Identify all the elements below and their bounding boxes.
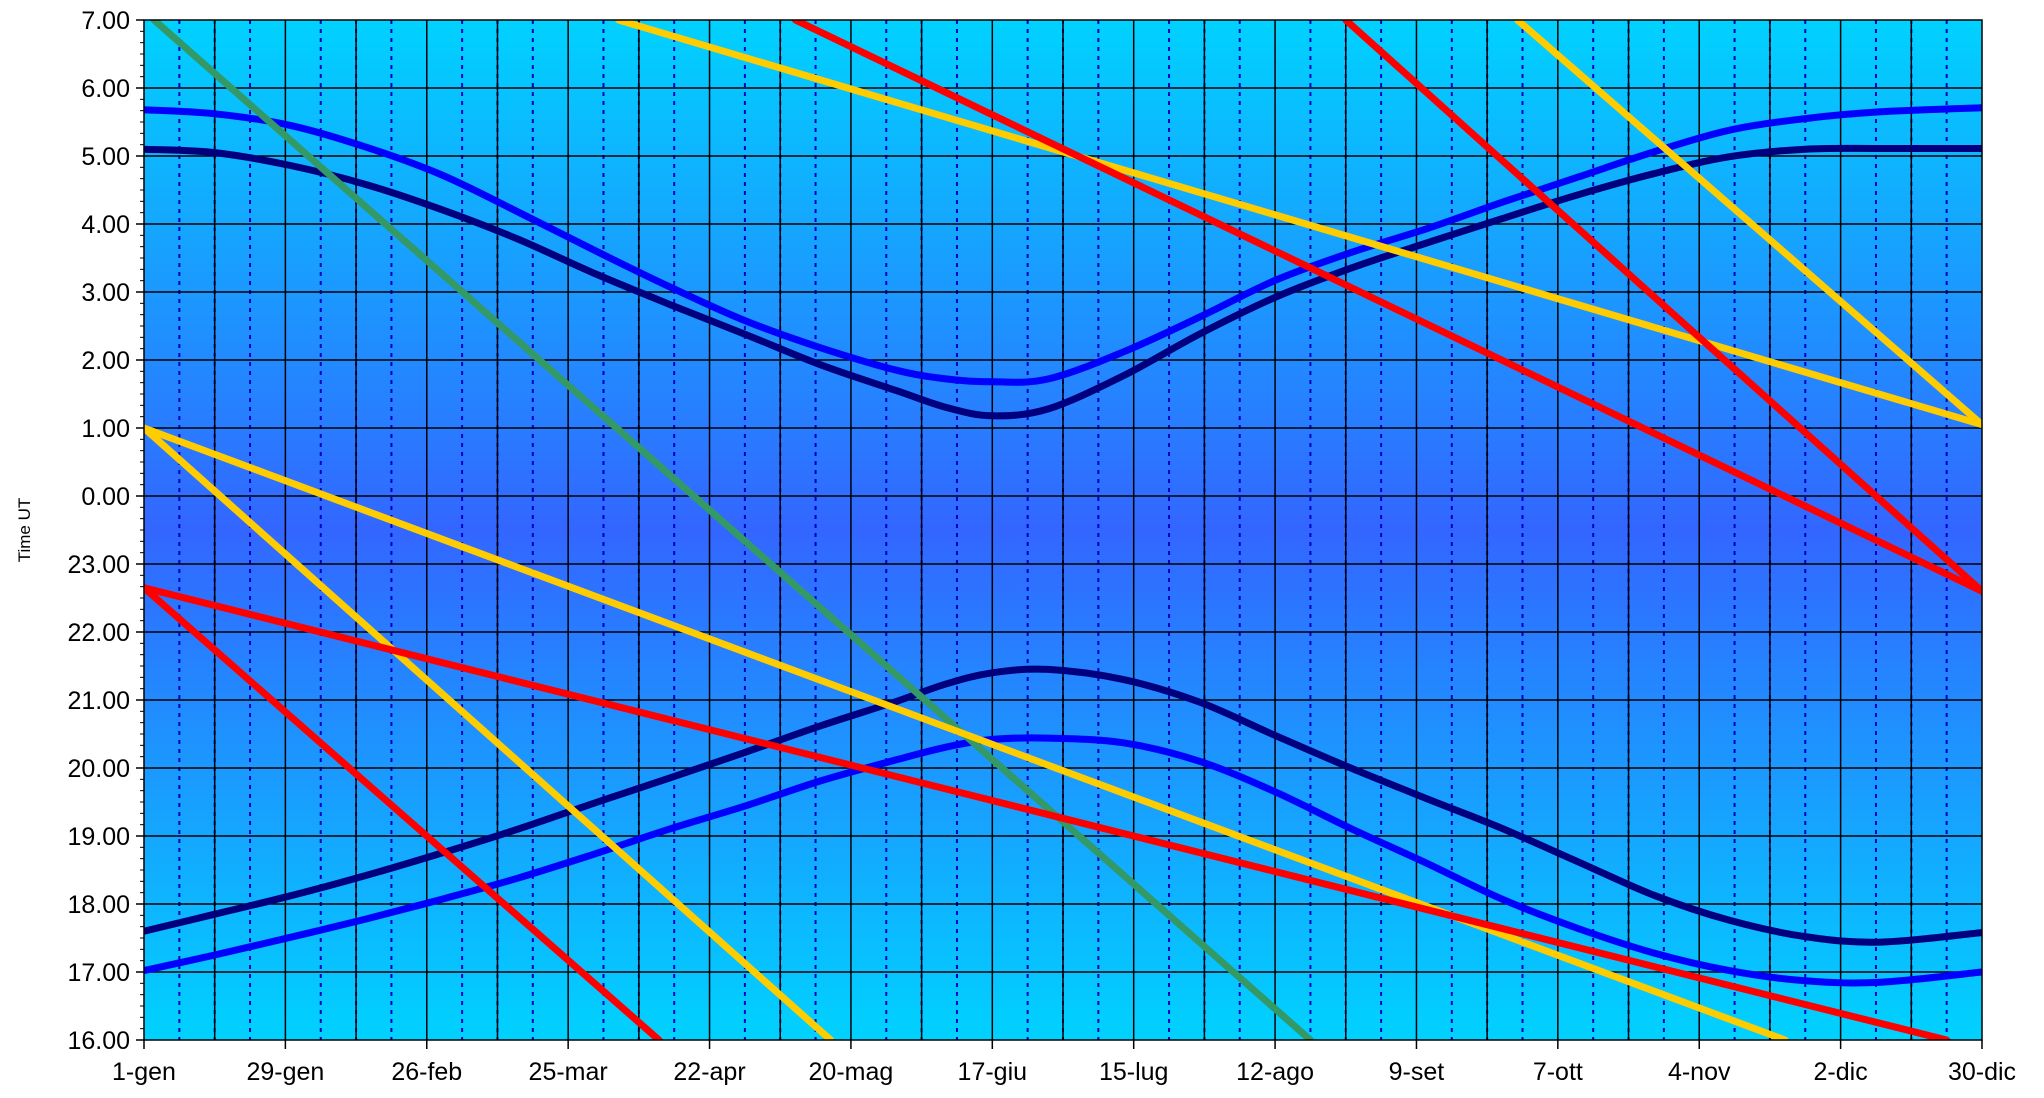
x-tick-label: 15-lug xyxy=(1099,1058,1169,1086)
y-tick-label: 6.00 xyxy=(81,75,130,103)
y-tick-label: 18.00 xyxy=(67,891,130,919)
y-tick-label: 20.00 xyxy=(67,755,130,783)
series-line-9 xyxy=(144,424,1789,1040)
y-tick-label: 1.00 xyxy=(81,415,130,443)
x-tick-label: 12-ago xyxy=(1236,1058,1314,1086)
series-line-8 xyxy=(1514,20,1982,429)
x-tick-label: 29-gen xyxy=(246,1058,324,1086)
y-tick-label: 0.00 xyxy=(81,483,130,511)
x-tick-label: 25-mar xyxy=(529,1058,608,1086)
y-tick-label: 21.00 xyxy=(67,687,130,715)
x-tick-label: 7-ott xyxy=(1533,1058,1583,1086)
series-line-6 xyxy=(615,20,1982,429)
series-line-13 xyxy=(144,584,1951,1040)
y-tick-label: 5.00 xyxy=(81,143,130,171)
series-line-4 xyxy=(144,734,1982,987)
y-tick-label: 3.00 xyxy=(81,279,130,307)
y-tick-label: 17.00 xyxy=(67,959,130,987)
series-line-11 xyxy=(144,584,663,1040)
y-tick-label: 7.00 xyxy=(81,7,130,35)
series-line-1 xyxy=(144,104,1982,386)
y-tick-label: 2.00 xyxy=(81,347,130,375)
x-tick-label: 26-feb xyxy=(391,1058,462,1086)
y-tick-label: 4.00 xyxy=(81,211,130,239)
y-axis-title: Time UT xyxy=(15,498,34,563)
x-tick-label: 9-set xyxy=(1389,1058,1445,1086)
x-tick-label: 4-nov xyxy=(1668,1058,1731,1086)
x-tick-label: 1-gen xyxy=(112,1058,176,1086)
series-line-7 xyxy=(144,424,835,1040)
series-line-5 xyxy=(150,20,1314,1040)
y-tick-label: 22.00 xyxy=(67,619,130,647)
series-line-2 xyxy=(144,144,1982,420)
y-tick-label: 16.00 xyxy=(67,1027,130,1055)
x-tick-label: 17-giu xyxy=(958,1058,1028,1086)
y-axis: 7.00 6.00 5.00 4.00 3.00 2.00 1.00 0.00 23.00 22.… xyxy=(67,7,144,1055)
y-tick-label: 19.00 xyxy=(67,823,130,851)
series-line-3 xyxy=(144,665,1982,946)
x-tick-label: 20-mag xyxy=(809,1058,894,1086)
series-lines xyxy=(144,20,1982,1040)
y-tick-label: 23.00 xyxy=(67,551,130,579)
series-line-12 xyxy=(1342,20,1982,595)
series-line-10 xyxy=(791,20,1982,595)
x-tick-label: 2-dic xyxy=(1814,1058,1868,1086)
x-tick-label: 30-dic xyxy=(1948,1058,2016,1086)
x-axis: 1-gen 29-gen 26-feb 25-mar 22-apr 20-mag 17-gi… xyxy=(112,1040,2016,1086)
x-tick-label: 22-apr xyxy=(673,1058,745,1086)
